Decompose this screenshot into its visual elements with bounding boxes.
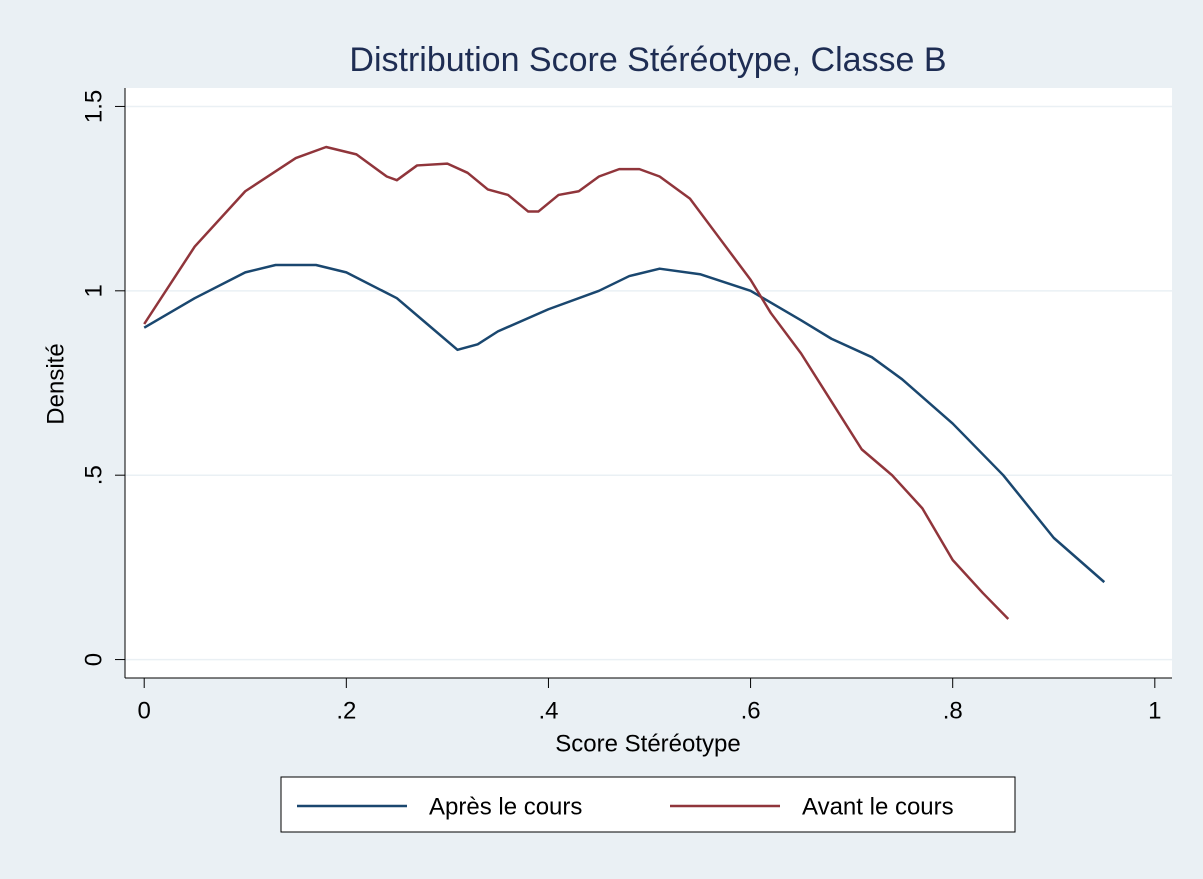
y-tick-label: .5 [80,465,107,485]
legend-box [280,776,1016,833]
data-line [143,263,1106,584]
y-tick-label: 0 [80,653,107,666]
plot-area [125,88,1172,678]
data-line [143,145,1010,620]
x-tick-label: .4 [538,697,558,724]
x-tick-label: .6 [741,697,761,724]
x-tick-label: .2 [336,697,356,724]
x-tick-label: 1 [1148,697,1161,724]
x-tick-label: 0 [138,697,151,724]
chart-title: Distribution Score Stéréotype, Classe B [349,41,946,79]
x-axis-title: Score Stéréotype [555,730,740,757]
x-tick-label: .8 [943,697,963,724]
y-axis-title: Densité [42,343,69,424]
y-tick-label: 1.5 [80,90,107,123]
legend-label: Avant le cours [802,793,954,820]
y-tick-label: 1 [80,284,107,297]
legend-label: Après le cours [429,793,582,820]
